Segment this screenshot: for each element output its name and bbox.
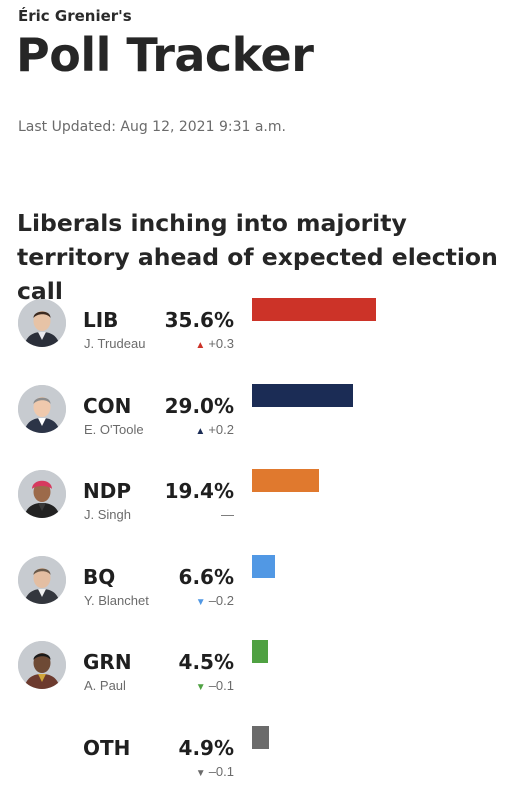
poll-percentage: 19.4%: [164, 479, 234, 503]
party-abbr: LIB: [83, 308, 119, 332]
party-abbr: NDP: [83, 479, 131, 503]
party-leader: Y. Blanchet: [84, 593, 149, 608]
triangle-down-icon: ▼: [195, 682, 206, 693]
party-row-oth: OTH 4.9% ▼ –0.1: [0, 724, 523, 794]
party-abbr: GRN: [83, 650, 132, 674]
party-row-con: CON E. O'Toole 29.0% ▲ +0.2: [0, 382, 523, 452]
paul-avatar: [18, 641, 66, 689]
poll-change-value: —: [221, 507, 234, 522]
party-abbr: CON: [83, 394, 132, 418]
poll-bar-bq: [252, 555, 275, 578]
poll-bar-lib: [252, 298, 376, 321]
poll-bar-ndp: [252, 469, 320, 492]
party-abbr: BQ: [83, 565, 116, 589]
poll-change: ▼ –0.1: [196, 764, 234, 779]
party-row-grn: GRN A. Paul 4.5% ▼ –0.1: [0, 638, 523, 708]
poll-change: ▲ +0.3: [195, 336, 234, 351]
party-leader: J. Trudeau: [84, 336, 146, 351]
party-leader: E. O'Toole: [84, 422, 144, 437]
poll-percentage: 4.9%: [178, 736, 234, 760]
party-abbr: OTH: [83, 736, 131, 760]
poll-change-value: +0.2: [208, 422, 234, 437]
poll-change-value: –0.1: [208, 678, 234, 693]
party-leader: A. Paul: [84, 678, 126, 693]
poll-bar-oth: [252, 726, 269, 749]
page-title: Poll Tracker: [16, 28, 314, 82]
poll-change: ▲ +0.2: [195, 422, 234, 437]
party-row-ndp: NDP J. Singh 19.4% —: [0, 467, 523, 537]
poll-change: ▼ –0.1: [196, 678, 234, 693]
poll-bar-con: [252, 384, 353, 407]
poll-percentage: 4.5%: [178, 650, 234, 674]
blanchet-avatar: [18, 556, 66, 604]
triangle-up-icon: ▲: [195, 340, 206, 351]
poll-change-value: –0.1: [208, 764, 234, 779]
poll-percentage: 6.6%: [178, 565, 234, 589]
poll-change-value: –0.2: [208, 593, 234, 608]
last-updated: Last Updated: Aug 12, 2021 9:31 a.m.: [18, 119, 286, 135]
poll-bar-grn: [252, 640, 268, 663]
poll-change: ▼ –0.2: [196, 593, 234, 608]
poll-percentage: 29.0%: [164, 394, 234, 418]
triangle-up-icon: ▲: [195, 426, 206, 437]
chart-headline: Liberals inching into majority territory…: [17, 209, 498, 305]
singh-avatar: [18, 470, 66, 518]
triangle-down-icon: ▼: [195, 597, 206, 608]
otoole-avatar: [18, 385, 66, 433]
poll-percentage: 35.6%: [164, 308, 234, 332]
party-row-bq: BQ Y. Blanchet 6.6% ▼ –0.2: [0, 553, 523, 623]
party-row-lib: LIB J. Trudeau 35.6% ▲ +0.3: [0, 296, 523, 366]
poll-change: —: [221, 507, 234, 522]
triangle-down-icon: ▼: [195, 768, 206, 779]
party-leader: J. Singh: [84, 507, 131, 522]
trudeau-avatar: [18, 299, 66, 347]
poll-change-value: +0.3: [208, 336, 234, 351]
byline: Éric Grenier's: [18, 7, 132, 25]
